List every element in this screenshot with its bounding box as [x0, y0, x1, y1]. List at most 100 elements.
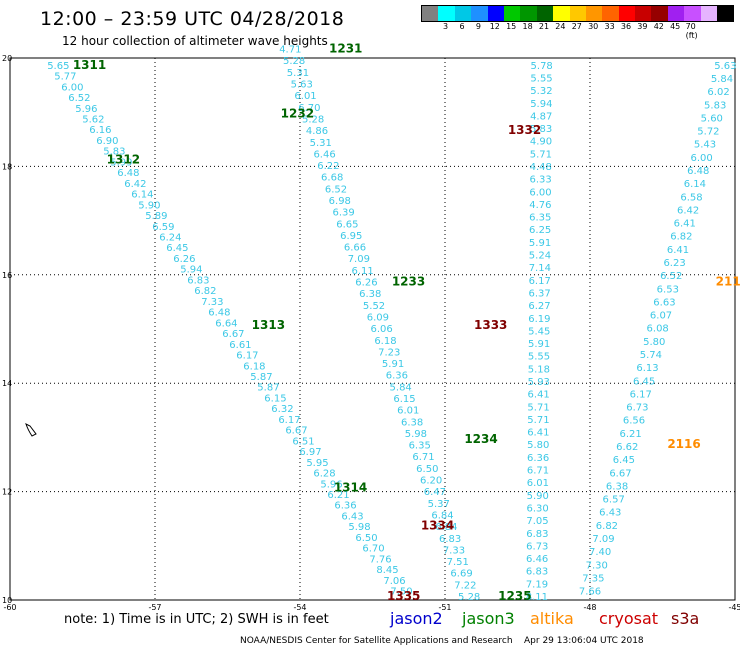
wave-height-value: 7.33 [201, 297, 223, 308]
legend-label: 70 (ft) [685, 22, 698, 40]
wave-height-value: 5.89 [145, 211, 167, 222]
y-tick-label: 10 [2, 596, 12, 605]
wave-height-value: 7.09 [348, 254, 370, 265]
wave-height-value: 5.24 [529, 251, 551, 262]
satellite-passes: 5.655.776.006.525.965.626.166.905.835.99… [47, 42, 740, 603]
pass-id-label: 1313 [252, 318, 285, 332]
wave-height-value: 6.69 [450, 569, 472, 580]
wave-height-value: 5.43 [694, 140, 716, 151]
pass-id-labels: 1312 1232 1233 1313 1333 1234 2116 1314 1334 1335… [107, 107, 701, 603]
wave-height-value: 7.66 [579, 587, 601, 598]
legend-swatch [635, 6, 652, 21]
legend-swatch [569, 6, 586, 21]
wave-height-value: 5.87 [257, 383, 279, 394]
legend-swatch [503, 6, 521, 21]
pass-id-label: 2116 [667, 437, 700, 451]
mission-label-jason2: jason2 [390, 609, 443, 628]
x-tick-label: -45 [728, 603, 740, 612]
legend-label: 30 [588, 22, 599, 31]
wave-height-value: 6.11 [351, 266, 373, 277]
legend-swatch [618, 6, 636, 21]
map-frame [9, 57, 736, 601]
x-tick-label: -57 [148, 603, 161, 612]
wave-height-value: 4.90 [530, 137, 552, 148]
wave-height-value: 6.26 [355, 278, 377, 289]
wave-height-value: 7.22 [454, 580, 476, 591]
wave-height-value: 6.42 [677, 205, 699, 216]
legend-label: 15 [506, 22, 517, 31]
wave-height-value: 5.78 [531, 61, 553, 72]
wave-height-value: 5.84 [711, 74, 733, 85]
wave-height-value: 4.87 [530, 111, 552, 122]
wave-height-value: 6.41 [667, 245, 689, 256]
wave-height-value: 6.98 [329, 196, 351, 207]
wave-height-value: 8.11 [526, 592, 548, 603]
wave-height-value: 6.00 [529, 187, 551, 198]
wave-height-value: 6.64 [215, 318, 237, 329]
mission-label-s3a: s3a [671, 609, 700, 628]
wave-height-value: 5.96 [320, 479, 342, 490]
wave-height-value: 6.83 [439, 534, 461, 545]
pass-id-label: 2115 [716, 275, 740, 289]
wave-height-value: 6.17 [236, 351, 258, 362]
mission-label-altika: altika [530, 609, 574, 628]
y-tick-label: 18 [2, 162, 12, 171]
pass-id-label: 1235 [498, 589, 531, 603]
wave-height-value: 5.32 [530, 86, 552, 97]
wave-height-value: 6.68 [321, 173, 343, 184]
y-tick-label: 16 [2, 271, 12, 280]
y-tick-label: 12 [2, 488, 12, 497]
pass-id-label: 1234 [464, 432, 497, 446]
wave-height-value: 5.62 [82, 114, 104, 125]
pass-id-label: 1334 [421, 519, 454, 533]
legend-swatch [717, 6, 734, 21]
wave-height-value: 5.52 [363, 301, 385, 312]
wave-height-value: 6.46 [313, 149, 335, 160]
legend-label: 24 [555, 22, 566, 31]
wave-height-value: 6.71 [527, 466, 549, 477]
wave-height-value: 6.41 [527, 428, 549, 439]
wave-height-value: 5.83 [530, 124, 552, 135]
wave-height-value: 6.15 [393, 394, 415, 405]
wave-height-value: 6.46 [526, 554, 548, 565]
wave-height-value: 6.42 [124, 179, 146, 190]
wave-height-value: 4.86 [306, 126, 328, 137]
wave-height-value: 6.21 [327, 490, 349, 501]
wave-height-value: 5.99 [110, 157, 132, 168]
wave-height-value: 6.50 [355, 533, 377, 544]
wave-height-value: 5.72 [697, 127, 719, 138]
wave-height-value: 6.50 [416, 464, 438, 475]
wave-height-value: 6.48 [117, 168, 139, 179]
legend-swatch [651, 6, 668, 21]
wave-height-value: 6.01 [527, 478, 549, 489]
wave-height-value: 5.65 [47, 61, 69, 72]
wave-height-value: 5.84 [390, 382, 412, 393]
wave-height-value: 6.45 [166, 243, 188, 254]
wave-height-value: 6.67 [222, 329, 244, 340]
wave-height-value: 6.14 [684, 179, 706, 190]
wave-height-value: 6.45 [633, 376, 655, 387]
wave-height-value: 5.45 [528, 326, 550, 337]
x-tick-label: -51 [438, 603, 451, 612]
wave-height-value: 7.09 [592, 534, 614, 545]
wave-height-value: 6.56 [623, 416, 645, 427]
wave-height-value: 5.90 [138, 200, 160, 211]
wave-height-value: 6.71 [412, 452, 434, 463]
legend-label: 36 [620, 22, 632, 31]
wave-height-value: 5.83 [103, 147, 125, 158]
wave-height-value: 6.82 [596, 521, 618, 532]
wave-height-value: 7.51 [447, 557, 469, 568]
legend-label: 42 [653, 22, 664, 31]
legend-label: 27 [571, 22, 582, 31]
legend-label: 33 [604, 22, 615, 31]
wave-height-value: 5.77 [54, 72, 76, 83]
wave-height-value: 6.00 [61, 82, 83, 93]
wave-height-value: 5.55 [528, 352, 550, 363]
mission-label-cryosat: cryosat [599, 609, 659, 628]
wave-height-value: 6.38 [401, 417, 423, 428]
wave-height-value: 6.25 [529, 225, 551, 236]
wave-height-value: 5.94 [180, 265, 202, 276]
wave-height-value: 6.09 [367, 312, 389, 323]
page-subtitle: 12 hour collection of altimeter wave hei… [62, 34, 328, 48]
wave-height-value: 6.97 [299, 447, 321, 458]
